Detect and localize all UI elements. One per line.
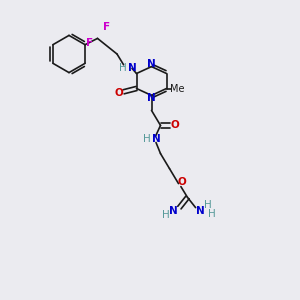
Text: N: N: [147, 59, 156, 69]
Text: H: H: [142, 134, 150, 145]
Text: F: F: [103, 22, 110, 32]
Text: H: H: [208, 209, 216, 219]
Text: Me: Me: [170, 83, 184, 94]
Text: H: H: [118, 63, 126, 74]
Text: H: H: [204, 200, 212, 210]
Text: N: N: [147, 93, 156, 103]
Text: N: N: [152, 134, 160, 145]
Text: N: N: [169, 206, 178, 216]
Text: N: N: [128, 63, 136, 74]
Text: O: O: [114, 88, 123, 98]
Text: O: O: [178, 177, 187, 187]
Text: F: F: [86, 38, 94, 49]
Text: N: N: [196, 206, 205, 216]
Text: H: H: [162, 210, 170, 220]
Text: O: O: [170, 120, 179, 130]
